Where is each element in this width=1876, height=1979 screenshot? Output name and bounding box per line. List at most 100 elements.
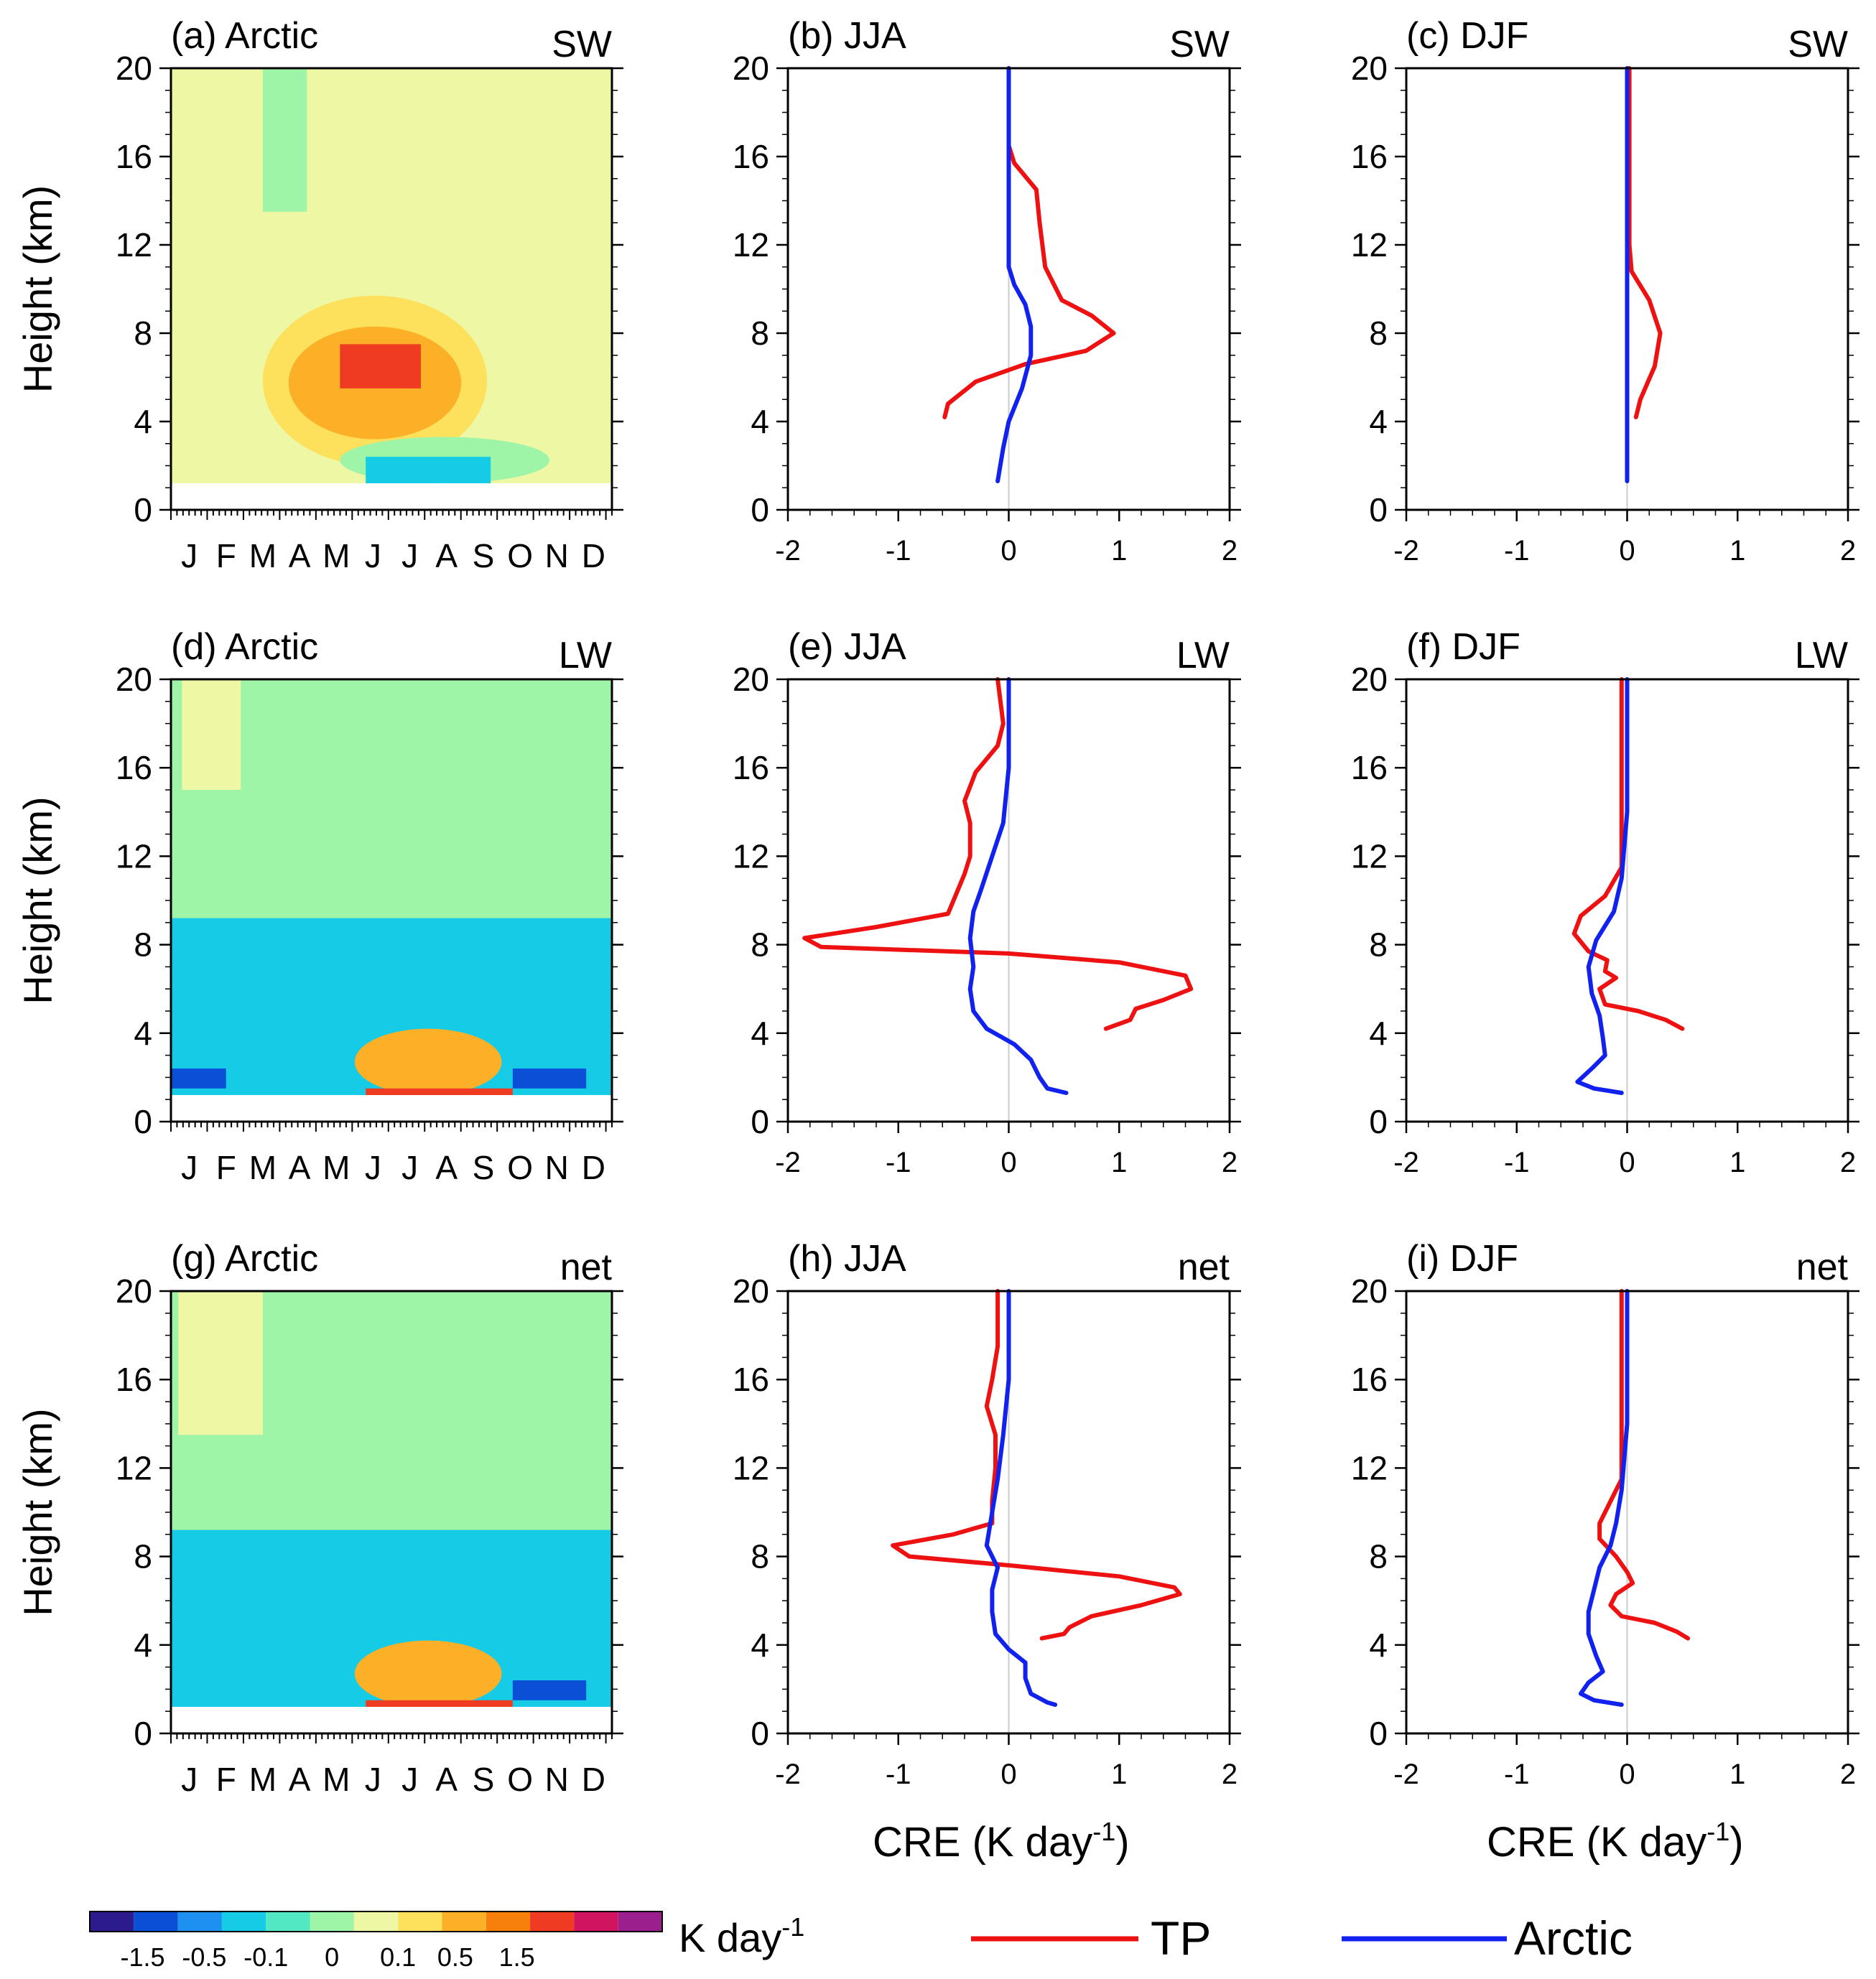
- ytick-label-g-1: 4: [134, 1626, 152, 1664]
- heatmap-region-g-5: [366, 1700, 513, 1708]
- series-arctic-i: [1578, 1289, 1630, 1707]
- series-tp-f: [1571, 677, 1685, 1031]
- ytick-label-f-2: 8: [1369, 926, 1388, 964]
- xtick-label-i-4: 2: [1840, 1759, 1856, 1790]
- colorbar-label-1: -0.5: [182, 1942, 226, 1972]
- month-label-d-4: M: [322, 1149, 350, 1186]
- month-label-a-11: D: [582, 537, 605, 574]
- xtick-label-f-1: -1: [1504, 1147, 1530, 1178]
- colorbar-box-11: [574, 1912, 618, 1932]
- panel-tag-a: SW: [552, 24, 612, 65]
- ytick-label-b-4: 16: [733, 138, 769, 175]
- month-label-d-7: A: [435, 1149, 458, 1186]
- ytick-label-e-5: 20: [733, 661, 769, 698]
- xlabel-i: CRE (K day-1): [1487, 1817, 1744, 1866]
- ytick-label-b-5: 20: [733, 50, 769, 87]
- series-arctic-h: [984, 1289, 1058, 1707]
- ytick-label-e-4: 16: [733, 749, 769, 786]
- colorbar-box-5: [310, 1912, 354, 1932]
- ytick-label-f-3: 12: [1351, 837, 1388, 875]
- panel-tag-g: net: [560, 1247, 613, 1288]
- ytick-label-a-3: 12: [116, 226, 152, 264]
- xtick-label-f-2: 0: [1619, 1147, 1635, 1178]
- month-label-g-7: A: [435, 1761, 458, 1798]
- month-label-a-6: J: [401, 537, 418, 574]
- ytick-label-i-2: 8: [1369, 1538, 1388, 1575]
- frame-i: [1405, 1290, 1849, 1735]
- ytick-label-c-4: 16: [1351, 138, 1388, 175]
- xtick-label-h-3: 1: [1111, 1759, 1127, 1790]
- ytick-label-h-3: 12: [733, 1449, 769, 1486]
- xtick-label-i-2: 0: [1619, 1759, 1635, 1790]
- ylabel-a: Height (km): [15, 185, 60, 393]
- ytick-label-e-1: 4: [751, 1015, 769, 1052]
- colorbar-box-2: [177, 1912, 222, 1932]
- ytick-label-f-1: 4: [1369, 1015, 1388, 1052]
- xtick-label-b-4: 2: [1222, 535, 1237, 567]
- colorbar-label-4: 0.1: [380, 1942, 416, 1972]
- panel-title-f: (f) DJF: [1406, 626, 1520, 668]
- month-label-g-3: A: [289, 1761, 311, 1798]
- colorbar-box-7: [398, 1912, 442, 1932]
- colorbar-box-8: [442, 1912, 486, 1932]
- ytick-label-c-1: 4: [1369, 403, 1388, 440]
- ytick-label-i-5: 20: [1351, 1272, 1388, 1310]
- ytick-label-i-3: 12: [1351, 1449, 1388, 1486]
- month-label-g-11: D: [582, 1761, 605, 1798]
- ytick-label-e-2: 8: [751, 926, 769, 964]
- series-tp-b: [942, 66, 1116, 419]
- ytick-label-h-5: 20: [733, 1272, 769, 1310]
- panel-tag-i: net: [1796, 1247, 1849, 1288]
- xtick-label-h-1: -1: [886, 1759, 911, 1790]
- frame-d: [170, 678, 613, 1123]
- ytick-label-f-0: 0: [1369, 1103, 1388, 1140]
- xtick-label-c-0: -2: [1393, 535, 1419, 567]
- heatmap-surface-a: [171, 483, 612, 510]
- heatmap-region-g-3: [512, 1680, 587, 1700]
- heatmap-surface-d: [171, 1095, 612, 1122]
- ytick-label-f-5: 20: [1351, 661, 1388, 698]
- panel-title-a: (a) Arctic: [171, 15, 318, 57]
- ytick-label-g-3: 12: [116, 1449, 152, 1486]
- heatmap-region-a-4: [366, 457, 491, 484]
- panel-title-e: (e) JJA: [788, 626, 906, 668]
- series-arctic-e: [967, 677, 1069, 1095]
- ytick-label-a-0: 0: [134, 491, 152, 528]
- panel-tag-d: LW: [559, 635, 612, 676]
- series-arctic-b: [995, 66, 1034, 483]
- ytick-label-d-1: 4: [134, 1015, 152, 1052]
- month-label-a-4: M: [322, 537, 350, 574]
- colorbar-box-6: [353, 1912, 399, 1932]
- month-label-d-6: J: [401, 1149, 418, 1186]
- ytick-label-g-4: 16: [116, 1361, 152, 1398]
- heatmap-region-d-0: [182, 679, 241, 790]
- xtick-label-c-3: 1: [1729, 535, 1745, 567]
- panel-title-h: (h) JJA: [788, 1238, 906, 1280]
- ytick-label-h-2: 8: [751, 1538, 769, 1575]
- xtick-label-c-1: -1: [1504, 535, 1530, 567]
- colorbar-box-0: [90, 1912, 134, 1932]
- colorbar-label-0: -1.5: [121, 1942, 165, 1972]
- xtick-label-e-3: 1: [1111, 1147, 1127, 1178]
- panel-tag-e: LW: [1176, 635, 1230, 676]
- colorbar-box-10: [530, 1912, 575, 1932]
- ytick-label-c-5: 20: [1351, 50, 1388, 87]
- ylabel-g: Height (km): [15, 1408, 60, 1616]
- month-label-g-6: J: [401, 1761, 418, 1798]
- ytick-label-b-1: 4: [751, 403, 769, 440]
- panel-title-c: (c) DJF: [1406, 15, 1528, 57]
- month-label-g-9: O: [507, 1761, 533, 1798]
- xtick-label-h-2: 0: [1000, 1759, 1016, 1790]
- legend-label-tp: TP: [1151, 1912, 1211, 1965]
- month-label-d-11: D: [582, 1149, 605, 1186]
- ytick-label-d-0: 0: [134, 1103, 152, 1140]
- month-label-d-3: A: [289, 1149, 311, 1186]
- frame-a: [170, 67, 613, 511]
- month-label-d-9: O: [507, 1149, 533, 1186]
- month-label-d-5: J: [365, 1149, 381, 1186]
- ytick-label-i-4: 16: [1351, 1361, 1388, 1398]
- panel-tag-f: LW: [1795, 635, 1848, 676]
- heatmap-region-g-4: [354, 1640, 502, 1708]
- xtick-label-f-0: -2: [1393, 1147, 1419, 1178]
